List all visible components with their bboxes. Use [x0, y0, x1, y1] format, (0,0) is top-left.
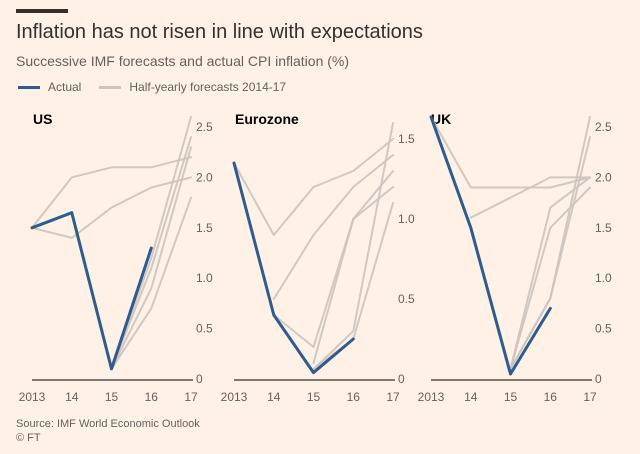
x-tick-label: 17	[583, 390, 597, 404]
y-tick-label: 1.0	[595, 271, 612, 285]
source-text: Source: IMF World Economic Outlook	[16, 418, 200, 430]
series-forecast-line	[430, 115, 591, 189]
legend-item-forecasts: Half-yearly forecasts 2014-17	[99, 80, 286, 94]
series-forecast-line	[509, 176, 591, 370]
panel-us: US 0 0.5 1.0 1.5 2.0 2.5 2013 14 15 16 17	[19, 111, 213, 404]
y-tick-label: 0	[595, 372, 602, 386]
y-tick-label: 2.5	[595, 120, 612, 134]
series-forecast-line	[272, 170, 394, 348]
x-tick-label: 15	[307, 390, 321, 404]
x-tick-label: 2013	[221, 390, 248, 404]
x-tick-label: 15	[105, 390, 119, 404]
legend: Actual Half-yearly forecasts 2014-17	[18, 80, 304, 94]
panel-eurozone: Eurozone 0 0.5 1.0 1.5 2013 14 15 16 17	[221, 111, 415, 404]
y-tick-label: 1.5	[595, 221, 612, 235]
series-forecast-line	[110, 196, 192, 370]
series-forecast-line	[272, 154, 394, 300]
x-tick-label: 16	[544, 390, 558, 404]
x-tick-label: 14	[267, 390, 281, 404]
brand-bar	[16, 9, 68, 13]
series-forecast-line	[509, 115, 591, 370]
y-tick-label: 2.0	[595, 170, 612, 184]
series-actual-line	[30, 211, 153, 371]
chart-subtitle: Successive IMF forecasts and actual CPI …	[16, 53, 350, 69]
series-forecast-line	[509, 136, 591, 370]
series-forecast-line	[312, 202, 394, 371]
panel-title: UK	[431, 111, 451, 127]
series-forecast-line	[312, 122, 394, 371]
ft-credit: © FT	[16, 432, 41, 444]
x-tick-label: 14	[464, 390, 478, 404]
y-tick-label: 2.0	[196, 170, 213, 184]
series-actual-line	[429, 115, 552, 376]
y-tick-label: 1.5	[196, 221, 213, 235]
y-tick-label: 1.0	[398, 212, 415, 226]
legend-label-forecasts: Half-yearly forecasts 2014-17	[129, 80, 287, 94]
panel-uk: UK 0 0.5 1.0 1.5 2.0 2.5 2013 14 15 16 17	[418, 111, 612, 404]
y-tick-label: 2.5	[196, 120, 213, 134]
series-forecast-line	[110, 146, 192, 370]
series-forecast-line	[233, 138, 394, 236]
x-tick-label: 17	[184, 390, 198, 404]
y-tick-label: 1.0	[196, 271, 213, 285]
x-tick-label: 16	[145, 390, 159, 404]
chart-title: Inflation has not risen in line with exp…	[16, 21, 423, 43]
legend-label-actual: Actual	[48, 80, 82, 94]
series-forecast-line	[509, 186, 591, 370]
legend-swatch-actual	[18, 85, 40, 89]
panel-title: US	[33, 111, 52, 127]
source-note: Source: IMF World Economic Outlook © FT	[16, 417, 200, 445]
legend-swatch-forecasts	[99, 85, 122, 89]
x-tick-label: 15	[504, 390, 518, 404]
panel-title: Eurozone	[235, 111, 299, 127]
series-forecast-line	[31, 156, 192, 229]
legend-item-actual: Actual	[18, 80, 81, 94]
y-tick-label: 0.5	[398, 292, 415, 306]
y-tick-label: 0.5	[196, 322, 213, 336]
y-tick-label: 0	[196, 372, 203, 386]
y-tick-label: 0	[398, 372, 405, 386]
series-actual-line	[232, 161, 355, 375]
x-tick-label: 17	[386, 390, 400, 404]
series-forecast-line	[31, 176, 192, 239]
x-tick-label: 2013	[418, 390, 445, 404]
x-tick-label: 16	[347, 390, 361, 404]
x-tick-label: 14	[65, 390, 79, 404]
series-forecast-line	[110, 136, 192, 370]
y-tick-label: 0.5	[595, 322, 612, 336]
series-forecast-line	[469, 176, 591, 219]
x-tick-label: 2013	[19, 390, 46, 404]
y-tick-label: 1.5	[398, 132, 415, 146]
